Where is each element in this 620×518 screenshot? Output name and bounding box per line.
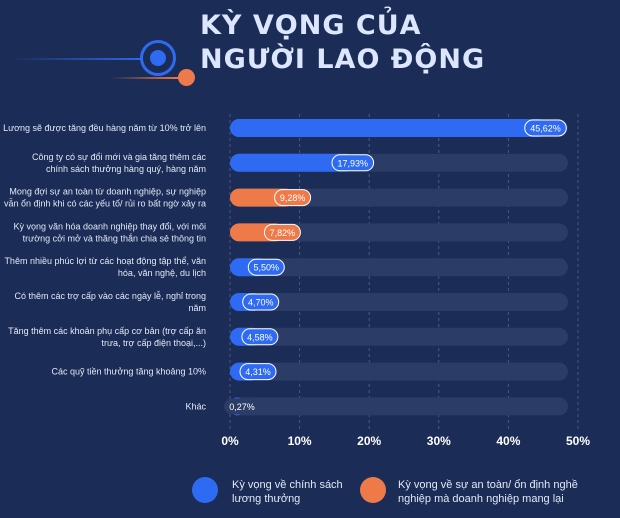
category-label: Lương sẽ được tăng đều hàng năm từ 10% t… [3, 123, 206, 133]
bar-track [230, 362, 568, 381]
category-label: chính sách thưởng hàng quý, hàng năm [46, 164, 206, 174]
x-tick-label: 20% [357, 434, 381, 448]
category-label: năm [188, 303, 206, 313]
bar-track [230, 223, 568, 242]
bar-track [230, 258, 568, 277]
value-label-pill [242, 293, 280, 311]
title-decor-dot [150, 50, 166, 66]
category-label: Kỳ vọng văn hóa doanh nghiệp thay đổi, v… [13, 221, 206, 231]
category-label: trường cởi mở và thăng thắn chia sẻ thôn… [23, 233, 206, 243]
legend-salary-label-line-2: lương thưởng [232, 493, 301, 505]
legend-stability-label: Kỳ vọng về sự an toàn/ ổn định nghề nghi… [398, 478, 578, 506]
bar [230, 119, 548, 137]
bar-track [230, 397, 568, 416]
category-label: Các quỹ tiền thưởng tăng khoảng 10% [51, 367, 206, 377]
value-label: 7,82% [270, 228, 296, 238]
value-label: 4,31% [245, 367, 271, 377]
value-label: 5,50% [254, 263, 280, 273]
bar [230, 153, 355, 172]
value-label-pill [331, 154, 375, 172]
x-tick-label: 50% [566, 434, 590, 448]
category-label: Tăng thêm các khoản phụ cấp cơ bản (trợ … [8, 326, 206, 336]
category-label: Khác [185, 401, 206, 411]
category-label: Mong đợi sự an toàn từ doanh nghiệp, sự … [9, 187, 206, 197]
category-label: Công ty có sự đổi mới và gia tăng thêm c… [32, 152, 207, 162]
value-label-pill [239, 363, 277, 381]
legend-stability-swatch [360, 477, 386, 503]
value-label-pill [241, 328, 279, 346]
x-tick-label: 10% [288, 434, 312, 448]
x-tick-label: 30% [427, 434, 451, 448]
value-label: 9,28% [280, 193, 306, 203]
title-decor-line-orange [110, 77, 180, 79]
value-label: 4,58% [247, 332, 273, 342]
value-label-pill [263, 223, 301, 241]
value-label-pill [274, 189, 312, 207]
value-label-pill [224, 398, 260, 415]
x-tick-label: 0% [221, 434, 239, 448]
value-label: 0,27% [229, 402, 255, 412]
value-label-pill [247, 258, 285, 276]
legend-stability-label-line-2: nghiệp mà doanh nghiệp mang lại [398, 493, 564, 505]
page-title-line-2: NGƯỜI LAO ĐỘNG [200, 44, 486, 75]
category-label: Thêm nhiều phúc lợi từ các hoạt động tập… [4, 256, 206, 266]
category-label: trưa, trợ cấp điện thoại,...) [102, 338, 206, 348]
category-label: hóa, văn nghệ, du lịch [118, 268, 206, 278]
legend-salary-label: Kỳ vọng về chính sách lương thưởng [232, 478, 343, 506]
page-title-line-1: KỲ VỌNG CỦA [200, 10, 422, 41]
bar-track [230, 188, 568, 207]
legend-salary-label-line-1: Kỳ vọng về chính sách [232, 479, 343, 491]
x-tick-label: 40% [496, 434, 520, 448]
value-label: 45,62% [530, 124, 561, 134]
legend-salary-swatch [192, 477, 218, 503]
title-decor-line [10, 58, 150, 60]
category-label: vẫn ổn định khi có các yếu tố/ rủi ro bấ… [4, 199, 206, 209]
category-label: Có thêm các trợ cấp vào các ngày lễ, ngh… [14, 291, 206, 301]
bar-track [230, 293, 568, 311]
value-label: 17,93% [338, 158, 369, 168]
legend-stability-label-line-1: Kỳ vọng về sự an toàn/ ổn định nghề [398, 479, 578, 491]
bar-track [230, 327, 568, 346]
title-decor-orange-dot [178, 69, 195, 86]
value-label-pill [524, 119, 567, 137]
value-label: 4,70% [248, 298, 274, 308]
